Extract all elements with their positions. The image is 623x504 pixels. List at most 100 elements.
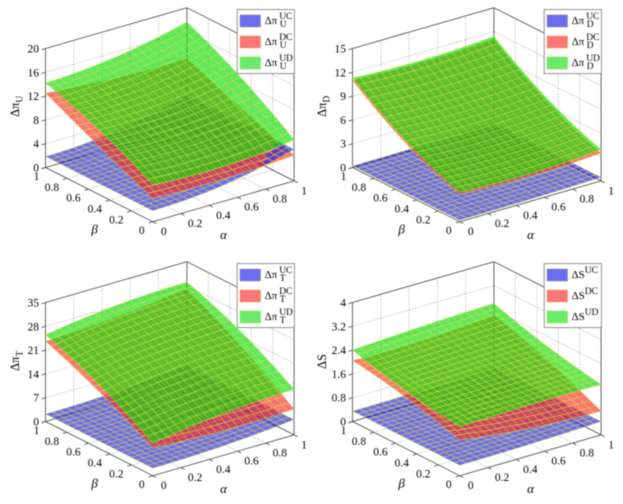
svg-text:0: 0 bbox=[340, 163, 346, 175]
svg-text:α: α bbox=[527, 481, 535, 496]
svg-text:12: 12 bbox=[335, 67, 347, 79]
svg-text:U: U bbox=[280, 20, 287, 30]
svg-text:0.6: 0.6 bbox=[373, 193, 388, 205]
svg-text:0.8: 0.8 bbox=[273, 448, 288, 460]
svg-text:0: 0 bbox=[446, 225, 452, 237]
svg-text:β: β bbox=[90, 476, 98, 491]
svg-text:4: 4 bbox=[33, 139, 39, 151]
svg-text:0: 0 bbox=[161, 480, 167, 492]
svg-text:D: D bbox=[587, 41, 594, 51]
svg-text:0.4: 0.4 bbox=[395, 204, 410, 216]
svg-text:ΔS: ΔS bbox=[572, 269, 585, 281]
svg-text:3.2: 3.2 bbox=[332, 321, 347, 333]
svg-text:0.2: 0.2 bbox=[188, 218, 203, 230]
svg-text:Δπ: Δπ bbox=[265, 311, 278, 323]
svg-text:0.4: 0.4 bbox=[216, 464, 231, 476]
svg-text:1: 1 bbox=[341, 425, 347, 437]
svg-text:0.6: 0.6 bbox=[244, 202, 259, 214]
svg-text:UC: UC bbox=[585, 266, 598, 276]
svg-text:0.2: 0.2 bbox=[495, 218, 510, 230]
svg-text:1.6: 1.6 bbox=[332, 369, 347, 381]
svg-text:Δπ: Δπ bbox=[265, 36, 278, 48]
svg-text:UC: UC bbox=[279, 266, 292, 276]
svg-text:4: 4 bbox=[340, 298, 346, 310]
svg-text:D: D bbox=[587, 20, 594, 30]
svg-text:0.8: 0.8 bbox=[273, 194, 288, 206]
svg-text:T: T bbox=[280, 274, 286, 284]
svg-text:0.2: 0.2 bbox=[416, 214, 431, 226]
svg-text:14: 14 bbox=[28, 369, 40, 381]
svg-text:Δπ: Δπ bbox=[572, 36, 585, 48]
svg-text:UC: UC bbox=[586, 12, 599, 22]
svg-text:T: T bbox=[280, 295, 286, 305]
svg-text:0.6: 0.6 bbox=[551, 456, 566, 468]
svg-text:15: 15 bbox=[335, 44, 347, 56]
svg-text:DC: DC bbox=[279, 33, 292, 43]
svg-text:0: 0 bbox=[340, 417, 346, 429]
svg-text:0.2: 0.2 bbox=[495, 472, 510, 484]
svg-text:0.4: 0.4 bbox=[88, 458, 103, 470]
svg-text:Δπ: Δπ bbox=[265, 15, 278, 27]
svg-text:0: 0 bbox=[468, 480, 474, 492]
svg-text:0.6: 0.6 bbox=[66, 447, 81, 459]
svg-text:UD: UD bbox=[279, 54, 293, 64]
svg-text:1: 1 bbox=[301, 185, 307, 197]
svg-text:0.6: 0.6 bbox=[373, 447, 388, 459]
svg-text:0.4: 0.4 bbox=[88, 204, 103, 216]
svg-text:0.6: 0.6 bbox=[244, 456, 259, 468]
svg-text:Δπ: Δπ bbox=[265, 290, 278, 302]
svg-text:UD: UD bbox=[585, 308, 599, 318]
svg-text:D: D bbox=[587, 62, 594, 72]
svg-text:0: 0 bbox=[33, 163, 39, 175]
svg-text:α: α bbox=[220, 481, 228, 496]
svg-text:1: 1 bbox=[608, 439, 614, 451]
svg-text:ΔS: ΔS bbox=[572, 311, 585, 323]
svg-text:Δπ: Δπ bbox=[265, 269, 278, 281]
svg-text:0.2: 0.2 bbox=[109, 214, 124, 226]
svg-text:T: T bbox=[280, 316, 286, 326]
svg-text:0: 0 bbox=[139, 225, 145, 237]
svg-text:6: 6 bbox=[340, 115, 346, 127]
svg-text:0.8: 0.8 bbox=[45, 182, 60, 194]
svg-text:0.8: 0.8 bbox=[45, 436, 60, 448]
svg-text:UD: UD bbox=[586, 54, 600, 64]
svg-text:Δπ: Δπ bbox=[572, 57, 585, 69]
svg-text:0.8: 0.8 bbox=[332, 393, 347, 405]
svg-text:0.4: 0.4 bbox=[523, 464, 538, 476]
svg-text:0.8: 0.8 bbox=[580, 448, 595, 460]
svg-text:0.2: 0.2 bbox=[416, 468, 431, 480]
svg-text:β: β bbox=[397, 476, 405, 491]
svg-text:1: 1 bbox=[301, 439, 307, 451]
svg-text:1: 1 bbox=[608, 185, 614, 197]
svg-text:Δπ: Δπ bbox=[572, 15, 585, 27]
svg-text:0.8: 0.8 bbox=[352, 436, 367, 448]
svg-text:3: 3 bbox=[340, 139, 346, 151]
svg-text:0.2: 0.2 bbox=[109, 468, 124, 480]
svg-text:β: β bbox=[90, 222, 98, 237]
svg-text:35: 35 bbox=[28, 298, 40, 310]
svg-text:20: 20 bbox=[28, 44, 40, 56]
svg-text:0.4: 0.4 bbox=[523, 210, 538, 222]
svg-text:UD: UD bbox=[279, 308, 293, 318]
svg-text:21: 21 bbox=[28, 345, 40, 357]
svg-text:0: 0 bbox=[446, 479, 452, 491]
svg-text:DC: DC bbox=[586, 33, 599, 43]
svg-text:0: 0 bbox=[161, 226, 167, 238]
svg-text:U: U bbox=[280, 41, 287, 51]
svg-text:16: 16 bbox=[28, 67, 40, 79]
svg-text:ΔS: ΔS bbox=[315, 354, 329, 369]
svg-text:DC: DC bbox=[279, 287, 292, 297]
svg-text:U: U bbox=[280, 62, 287, 72]
svg-text:0: 0 bbox=[33, 417, 39, 429]
svg-text:8: 8 bbox=[33, 115, 39, 127]
svg-text:0.8: 0.8 bbox=[352, 182, 367, 194]
svg-text:12: 12 bbox=[28, 91, 40, 103]
svg-text:Δπ: Δπ bbox=[265, 57, 278, 69]
svg-text:0.2: 0.2 bbox=[188, 472, 203, 484]
svg-text:β: β bbox=[397, 222, 405, 237]
svg-text:UC: UC bbox=[279, 12, 292, 22]
svg-text:ΔS: ΔS bbox=[572, 290, 585, 302]
svg-text:0.6: 0.6 bbox=[551, 202, 566, 214]
svg-text:2.4: 2.4 bbox=[332, 345, 347, 357]
svg-text:1: 1 bbox=[34, 171, 40, 183]
